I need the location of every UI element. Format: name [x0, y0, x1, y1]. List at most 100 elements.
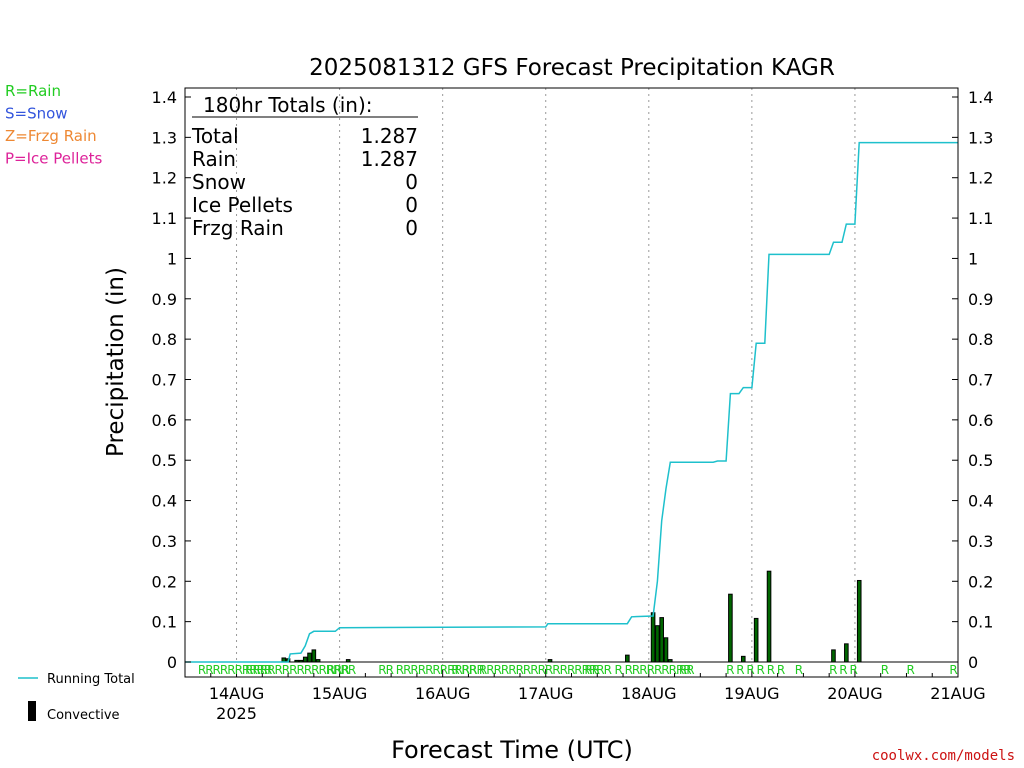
y-tick-label-right-7: 0.7 [968, 371, 993, 390]
convective-bar-10 [625, 654, 630, 663]
ptype-marker-2: RRR [327, 663, 350, 677]
y-tick-label-left-2: 0.2 [152, 572, 177, 591]
ptype-marker-12: R [906, 663, 914, 677]
ptype-marker-3: RR RRRRRRRRRRRR [378, 663, 484, 677]
convective-bar-3 [298, 659, 304, 663]
ptype-key-1: S=Snow [5, 105, 68, 123]
y-tick-label-right-8: 0.8 [968, 330, 993, 349]
y-tick-label-left-10: 1 [167, 249, 177, 268]
ptype-marker-7: RR [679, 663, 694, 677]
convective-bar-6 [311, 649, 317, 663]
convective-bars [281, 570, 862, 663]
y-tick-label-right-2: 0.2 [968, 572, 993, 591]
convective-bar-13 [659, 617, 664, 663]
totals-label-1: Rain [192, 147, 236, 171]
y-tick-label-left-4: 0.4 [152, 492, 177, 511]
y-axis-label: Precipitation (in) [103, 267, 129, 457]
x-tick-sublabel-0: 2025 [216, 704, 257, 723]
convective-bar-17 [740, 655, 746, 663]
y-tick-label-right-3: 0.3 [968, 532, 993, 551]
x-tick-label-2: 16AUG [415, 684, 470, 703]
ptype-key-0: R=Rain [5, 82, 61, 100]
y-tick-label-right-0: 0 [968, 653, 978, 672]
y-tick-label-left-3: 0.3 [152, 532, 177, 551]
ptype-marker-6: R RRRRRRRRR [614, 663, 691, 677]
totals-label-4: Frzg Rain [192, 216, 284, 240]
y-tick-label-left-11: 1.1 [152, 209, 177, 228]
y-tick-label-left-5: 0.5 [152, 451, 177, 470]
y-tick-label-left-14: 1.4 [152, 88, 177, 107]
y-tick-label-right-13: 1.3 [968, 128, 993, 147]
y-tick-label-left-12: 1.2 [152, 169, 177, 188]
legend-swatch-convective [28, 701, 36, 721]
y-tick-label-left-9: 0.9 [152, 290, 177, 309]
x-tick-label-5: 19AUG [724, 684, 779, 703]
x-tick-label-6: 20AUG [827, 684, 882, 703]
precip-type-key: R=Rain S=Snow Z=Frzg Rain P=Ice Pellets [5, 82, 102, 168]
ptype-marker-11: R [881, 663, 889, 677]
x-tick-label-4: 18AUG [621, 684, 676, 703]
y-tick-label-right-14: 1.4 [968, 88, 993, 107]
convective-bar-2 [294, 659, 299, 663]
ptype-marker-1: RRRRRRRRRRRRRRR [245, 663, 356, 677]
totals-header: 180hr Totals (in): [203, 93, 373, 117]
legend-label-0: Running Total [47, 672, 135, 687]
convective-bar-21 [844, 643, 849, 663]
convective-bar-15 [667, 659, 673, 663]
y-tick-label-right-6: 0.6 [968, 411, 993, 430]
x-axis-label: Forecast Time (UTC) [391, 736, 633, 764]
y-tick-label-right-5: 0.5 [968, 451, 993, 470]
totals-label-2: Snow [192, 170, 246, 194]
totals-label-0: Total [191, 124, 239, 148]
convective-bar-7 [315, 659, 321, 663]
ptype-marker-5: RR [584, 663, 599, 677]
convective-bar-9 [547, 659, 553, 663]
y-tick-label-left-1: 0.1 [152, 613, 177, 632]
ptype-marker-9: R [795, 663, 803, 677]
convective-bar-8 [345, 659, 351, 663]
legend: Running Total Convective [18, 672, 135, 723]
y-tick-label-left-6: 0.6 [152, 411, 177, 430]
vertical-gridlines [185, 88, 958, 677]
x-tick-label-3: 17AUG [518, 684, 573, 703]
y-tick-label-right-1: 0.1 [968, 613, 993, 632]
convective-bar-18 [753, 617, 759, 663]
ptype-key-2: Z=Frzg Rain [5, 127, 97, 145]
convective-bar-5 [307, 652, 312, 663]
totals-value-2: 0 [405, 170, 418, 194]
convective-bar-22 [856, 579, 862, 663]
convective-bar-12 [655, 625, 660, 663]
y-tick-label-left-8: 0.8 [152, 330, 177, 349]
convective-bar-19 [766, 570, 772, 663]
totals-value-1: 1.287 [361, 147, 418, 171]
ptype-key-3: P=Ice Pellets [5, 150, 102, 168]
x-tick-label-7: 21AUG [930, 684, 985, 703]
y-tick-label-right-9: 0.9 [968, 290, 993, 309]
totals-value-0: 1.287 [361, 124, 418, 148]
y-tick-label-right-12: 1.2 [968, 169, 993, 188]
y-tick-label-left-13: 1.3 [152, 128, 177, 147]
credit-text: coolwx.com/models [872, 748, 1015, 764]
y-axis-right: 0 0.1 0.2 0.3 0.4 0.5 0.6 0.7 0.8 0.9 1 1.1 1.2 1.3 1.… [952, 88, 993, 672]
legend-label-1: Convective [47, 708, 120, 723]
totals-box: 180hr Totals (in): Total 1.287 Rain 1.287 Sno… [191, 93, 418, 240]
totals-value-4: 0 [405, 216, 418, 240]
y-tick-label-right-4: 0.4 [968, 492, 993, 511]
convective-bar-20 [831, 649, 836, 663]
ptype-marker-4: R RR RRRRRRRRRRRRRRRRRR [451, 663, 611, 677]
ptype-marker-10: R R R [829, 663, 857, 677]
ptype-marker-8: R R R R R R [726, 663, 785, 677]
convective-bar-4 [302, 656, 308, 663]
plot-frame [184, 87, 959, 678]
chart-title: 2025081312 GFS Forecast Precipitation KA… [309, 55, 835, 81]
convective-bar-16 [728, 593, 733, 663]
y-tick-label-right-10: 1 [968, 249, 978, 268]
x-tick-label-0: 14AUG [209, 684, 264, 703]
y-tick-label-left-0: 0 [167, 653, 177, 672]
y-axis-left: 0 0.1 0.2 0.3 0.4 0.5 0.6 0.7 0.8 0.9 1 1.1 1.2 1.3 1.… [152, 88, 191, 672]
y-tick-label-right-11: 1.1 [968, 209, 993, 228]
convective-bar-14 [663, 637, 669, 663]
